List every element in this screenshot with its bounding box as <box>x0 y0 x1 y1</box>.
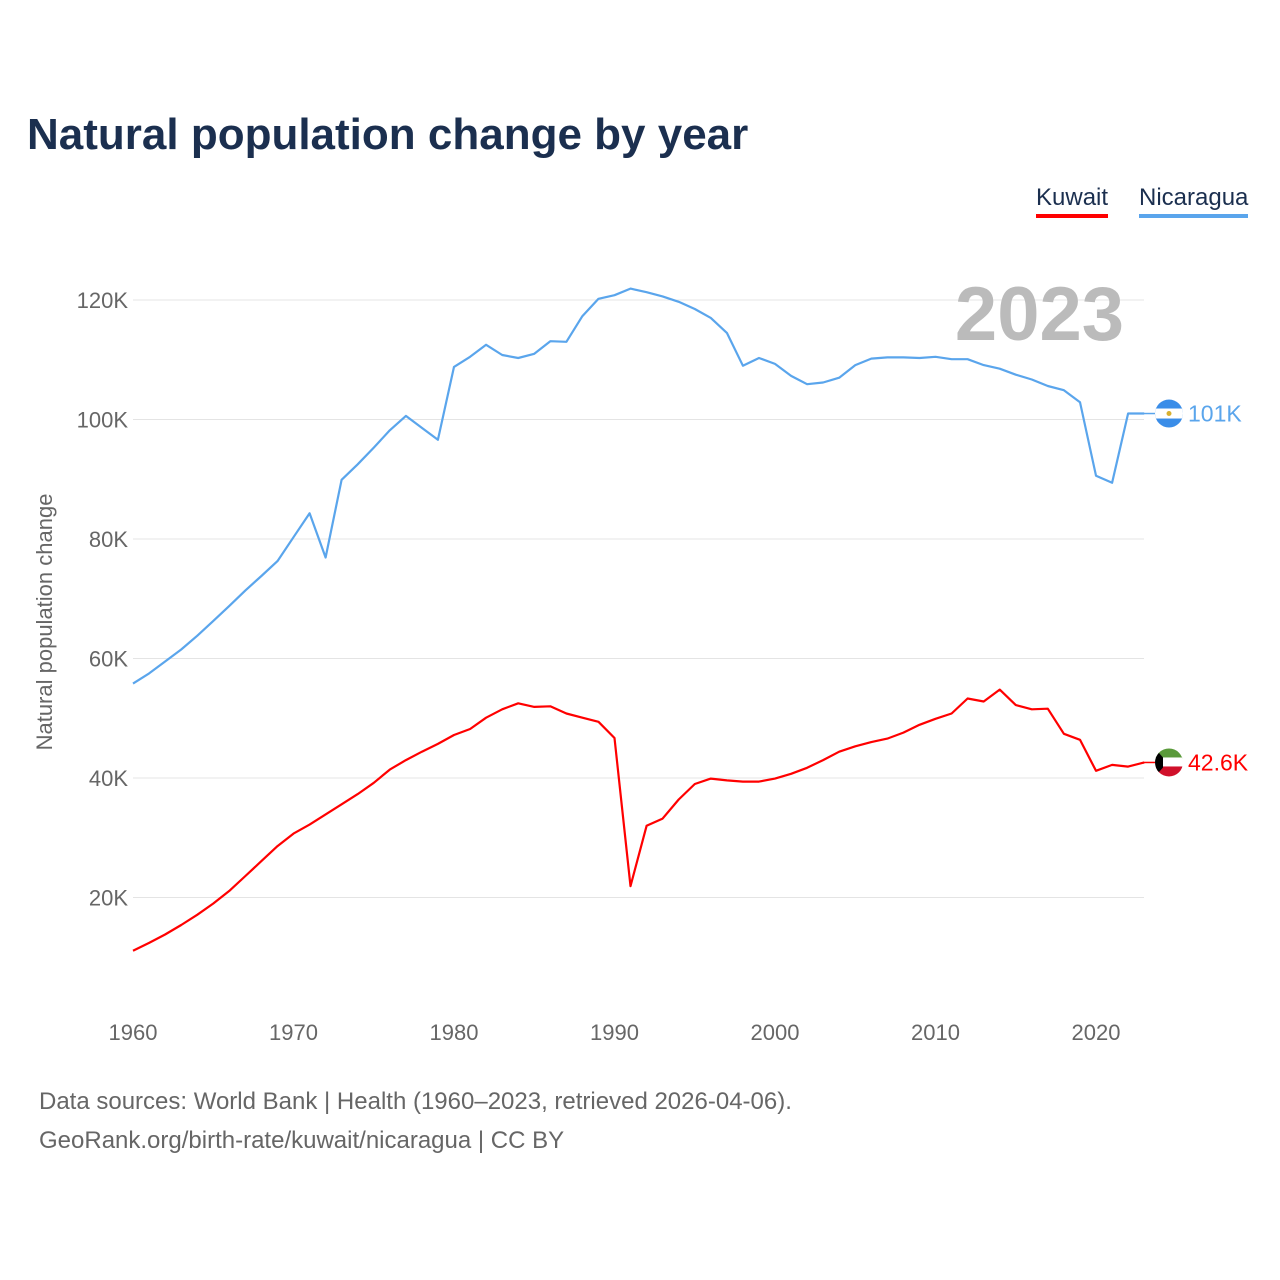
y-tick-label: 120K <box>77 288 129 313</box>
x-tick-label: 2000 <box>751 1020 800 1045</box>
y-tick-label: 80K <box>89 527 128 552</box>
nicaragua-flag-icon <box>1155 399 1183 428</box>
y-tick-label: 100K <box>77 408 129 433</box>
series-line-kuwait[interactable] <box>132 688 1145 952</box>
x-tick-label: 1970 <box>269 1020 318 1045</box>
end-value-label-nicaragua: 101K <box>1188 401 1242 427</box>
data-source-text: Data sources: World Bank | Health (1960–… <box>39 1088 792 1115</box>
y-tick-label: 40K <box>89 766 128 791</box>
legend-nicaragua[interactable]: Nicaragua <box>1139 184 1249 218</box>
legend-kuwait[interactable]: Kuwait <box>1036 184 1109 218</box>
y-tick-label: 60K <box>89 647 128 672</box>
series-line-nicaragua[interactable] <box>132 287 1145 685</box>
x-tick-label: 1960 <box>109 1020 158 1045</box>
year-watermark: 2023 <box>955 272 1124 357</box>
x-tick-label: 1990 <box>590 1020 639 1045</box>
x-tick-label: 1980 <box>430 1020 479 1045</box>
y-axis-label: Natural population change <box>32 494 57 751</box>
attribution-link[interactable]: GeoRank.org/birth-rate/kuwait/nicaragua … <box>39 1127 565 1154</box>
end-value-label-kuwait: 42.6K <box>1188 749 1249 775</box>
y-tick-label: 20K <box>89 886 128 911</box>
x-tick-label: 2020 <box>1072 1020 1121 1045</box>
chart-title: Natural population change by year <box>27 110 749 159</box>
x-tick-label: 2010 <box>911 1020 960 1045</box>
kuwait-flag-icon <box>1155 748 1183 777</box>
